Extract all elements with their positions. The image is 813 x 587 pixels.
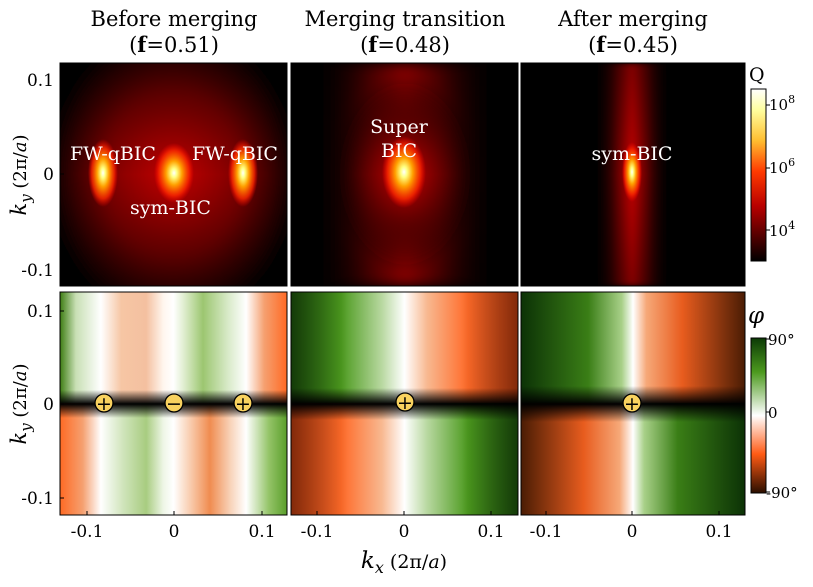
xtick-c2--0.1: -0.1 (301, 522, 334, 542)
xtick-c3-0: 0 (627, 522, 638, 542)
phase-colorbar-label: φ (748, 303, 765, 329)
xtick-c3--0.1: -0.1 (530, 522, 563, 542)
charge-marker-before-right: + (233, 393, 253, 415)
label-super-bic: BIC (381, 140, 417, 162)
phase-colorbar-bar (750, 337, 767, 494)
phase-tick--90: -90° (766, 484, 798, 502)
label-fw-qbic-right: FW-qBIC (192, 143, 278, 165)
phase-tick-90: 90° (768, 331, 795, 349)
q-hotspot-fw-left (88, 139, 118, 207)
xtick-c1-0.1: 0.1 (248, 522, 275, 542)
label-sym-bic-1: sym-BIC (130, 197, 211, 219)
q-hotspot-super (382, 136, 426, 208)
q-hotspot-sym-after (622, 142, 642, 202)
q-hotspot-sym (154, 143, 194, 203)
q-annotations: FW-qBIC FW-qBIC sym-BIC Super BIC sym-BI… (70, 116, 672, 219)
phase-frame-3 (520, 291, 746, 516)
xtick-c2-0: 0 (399, 522, 410, 542)
x-tick-labels: -0.1 0 0.1 -0.1 0 0.1 -0.1 0 0.1 (71, 522, 733, 542)
q-tick-1e6: 106 (769, 156, 795, 177)
xtick-c1-0: 0 (169, 522, 180, 542)
charge-symbol: − (166, 393, 182, 415)
xtick-c1--0.1: -0.1 (71, 522, 104, 542)
param-col2: (f=0.48) (360, 32, 450, 57)
y-tick-labels: 0.1 0 -0.1 0.1 0 -0.1 (21, 71, 54, 509)
q-frame-2 (290, 62, 519, 287)
param-col3: (f=0.45) (588, 32, 678, 57)
charge-marker-before-center: − (164, 393, 184, 415)
ytick-bot--0.1: -0.1 (21, 489, 54, 509)
title-col3: After merging (557, 7, 708, 31)
column-titles: Before merging (f=0.51) Merging transiti… (91, 7, 708, 57)
ytick-top--0.1: -0.1 (21, 261, 54, 281)
xtick-c3-0.1: 0.1 (705, 522, 732, 542)
q-colorbar-bar (750, 88, 767, 262)
charge-symbol: + (235, 393, 251, 415)
ylabel-top: ky (2π/a) (7, 134, 35, 215)
xtick-c2-0.1: 0.1 (477, 522, 504, 542)
charge-marker-transition: + (395, 392, 415, 414)
ytick-bot-0: 0 (43, 395, 54, 415)
label-super: Super (370, 116, 429, 138)
title-col2: Merging transition (304, 7, 505, 31)
ylabel-bottom: ky (2π/a) (7, 363, 35, 444)
title-col1: Before merging (91, 7, 258, 31)
q-panel-transition (291, 63, 518, 286)
label-fw-qbic-left: FW-qBIC (70, 143, 156, 165)
q-tick-1e8: 108 (769, 93, 795, 114)
label-sym-bic-3: sym-BIC (592, 143, 673, 165)
ytick-top-0.1: 0.1 (27, 71, 54, 91)
q-hotspot-fw-right (228, 139, 258, 207)
q-panel-after (521, 63, 745, 286)
xlabel: kx (2π/a) (361, 548, 447, 577)
charge-markers: + − + + + (94, 392, 642, 415)
q-tick-1e4: 104 (769, 219, 795, 240)
param-col1: (f=0.51) (129, 32, 219, 57)
charge-marker-before-left: + (94, 393, 114, 415)
x-ticks (86, 511, 720, 515)
phase-colorbar: φ 90° 0 -90° (748, 303, 798, 502)
y-ticks (60, 79, 64, 499)
phase-panel-after (521, 292, 745, 515)
phase-tick-0: 0 (768, 404, 778, 422)
charge-marker-after: + (622, 393, 642, 415)
q-colorbar: Q 108 106 104 (749, 64, 795, 262)
phase-panel-before (60, 292, 287, 515)
ytick-top-0: 0 (43, 165, 54, 185)
phase-panel-transition (291, 292, 518, 515)
charge-symbol: + (96, 393, 112, 415)
charge-symbol: + (397, 392, 413, 414)
q-frame-3 (520, 62, 746, 287)
q-colorbar-label: Q (749, 64, 765, 86)
ytick-bot-0.1: 0.1 (27, 302, 54, 322)
charge-symbol: + (624, 393, 640, 415)
q-panel-before (60, 63, 287, 286)
